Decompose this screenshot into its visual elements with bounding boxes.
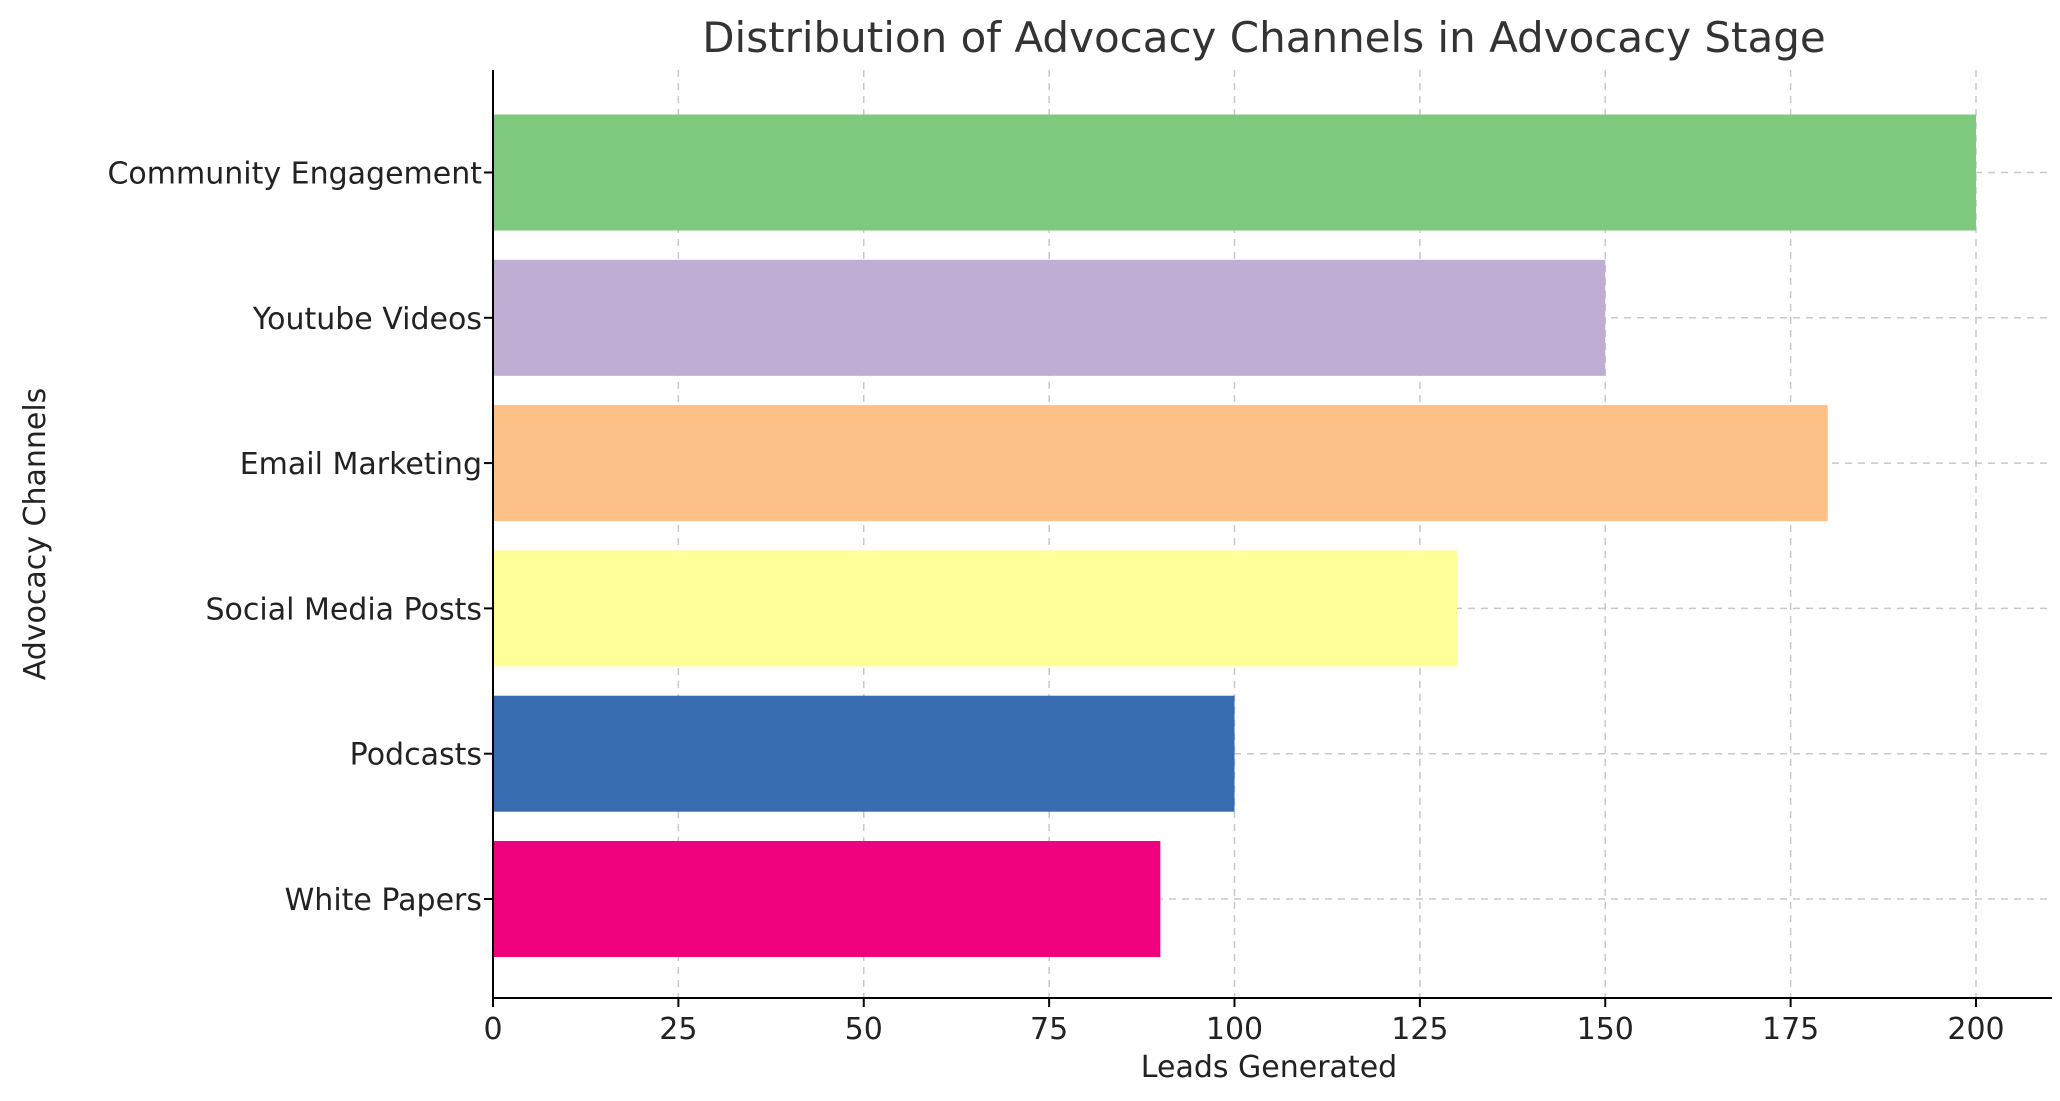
bar-email-marketing: [493, 405, 1828, 522]
bar-white-papers: [493, 841, 1161, 957]
x-tick-label: 50: [845, 1012, 883, 1047]
y-tick-label: White Papers: [285, 883, 482, 918]
y-tick-label: Email Marketing: [240, 447, 482, 482]
x-tick-label: 25: [659, 1012, 697, 1047]
bar-youtube-videos: [493, 259, 1606, 376]
y-tick-label: Youtube Videos: [252, 302, 482, 337]
y-ticks: White Papers Podcasts Social Media Posts Em…: [107, 157, 493, 918]
axes-layer: [492, 70, 2052, 999]
x-tick-label: 100: [1206, 1012, 1263, 1047]
y-tick-label: Podcasts: [350, 738, 482, 773]
chart-title: Distribution of Advocacy Channels in Adv…: [702, 13, 1826, 62]
bars-layer: [493, 114, 1976, 957]
y-axis-label: Advocacy Channels: [18, 388, 53, 681]
x-axis-label: Leads Generated: [1141, 1050, 1397, 1085]
x-tick-label: 125: [1391, 1012, 1448, 1047]
x-tick-label: 175: [1762, 1012, 1819, 1047]
x-tick-label: 0: [483, 1012, 502, 1047]
bar-community-engagement: [493, 114, 1976, 231]
x-tick-label: 150: [1577, 1012, 1634, 1047]
y-tick-label: Social Media Posts: [205, 592, 482, 627]
x-ticks: 0 25 50 75 100 125 150 175 200: [483, 998, 2005, 1047]
bar-social-media-posts: [493, 550, 1457, 667]
x-tick-label: 75: [1030, 1012, 1068, 1047]
bar-podcasts: [493, 695, 1235, 812]
y-tick-label: Community Engagement: [107, 157, 482, 192]
x-tick-label: 200: [1947, 1012, 2004, 1047]
